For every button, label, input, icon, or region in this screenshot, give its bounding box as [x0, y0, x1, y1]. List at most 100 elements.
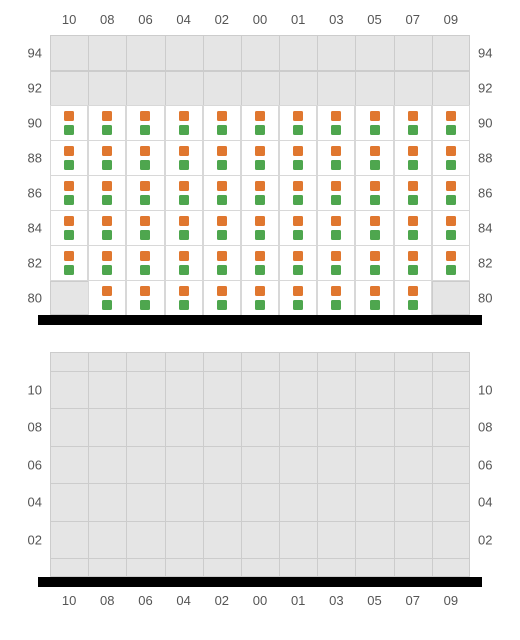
marker-top	[64, 251, 74, 261]
marker-bot	[293, 160, 303, 170]
marker-bot	[179, 300, 189, 310]
y-tick-right: 90	[478, 115, 492, 130]
grid-cell	[203, 245, 241, 281]
marker-top	[102, 111, 112, 121]
marker-bot	[370, 230, 380, 240]
x-tick-top: 10	[62, 12, 76, 27]
marker-top	[255, 286, 265, 296]
marker-bot	[293, 300, 303, 310]
marker-top	[370, 111, 380, 121]
grid-cell	[279, 105, 317, 141]
marker-top	[408, 216, 418, 226]
marker-bot	[370, 265, 380, 275]
marker-top	[408, 146, 418, 156]
marker-bot	[370, 195, 380, 205]
grid-cell	[432, 175, 470, 211]
grid-cell	[279, 245, 317, 281]
marker-bot	[102, 300, 112, 310]
marker-top	[255, 111, 265, 121]
figure: 1008060402000103050709949290888684828094…	[0, 0, 520, 640]
marker-top	[179, 111, 189, 121]
grid-cell	[50, 175, 88, 211]
marker-bot	[140, 230, 150, 240]
y-tick-right: 88	[478, 150, 492, 165]
marker-bot	[140, 160, 150, 170]
x-tick-top: 01	[291, 12, 305, 27]
y-tick-left: 88	[28, 150, 42, 165]
marker-bot	[408, 195, 418, 205]
marker-top	[331, 146, 341, 156]
marker-bot	[255, 265, 265, 275]
marker-top	[446, 216, 456, 226]
grid-cell	[394, 245, 432, 281]
grid-cell	[355, 175, 393, 211]
grid-cell	[355, 280, 393, 316]
grid-cell	[203, 280, 241, 316]
marker-top	[293, 181, 303, 191]
marker-bot	[255, 230, 265, 240]
marker-bot	[408, 265, 418, 275]
marker-bot	[217, 265, 227, 275]
x-tick-bot: 05	[367, 593, 381, 608]
marker-top	[217, 216, 227, 226]
marker-top	[331, 111, 341, 121]
separator-bar	[38, 315, 482, 325]
marker-top	[140, 251, 150, 261]
x-tick-top: 03	[329, 12, 343, 27]
x-tick-top: 07	[405, 12, 419, 27]
marker-top	[179, 216, 189, 226]
marker-bot	[179, 125, 189, 135]
marker-bot	[446, 265, 456, 275]
grid-cell	[317, 105, 355, 141]
grid-cell	[88, 245, 126, 281]
grid-cell	[165, 105, 203, 141]
marker-bot	[331, 125, 341, 135]
grid-cell	[241, 175, 279, 211]
marker-top	[64, 111, 74, 121]
grid-cell	[317, 245, 355, 281]
x-tick-bot: 04	[176, 593, 190, 608]
x-tick-bot: 07	[405, 593, 419, 608]
grid-cell	[394, 280, 432, 316]
grid-cell	[50, 105, 88, 141]
y-tick-left: 02	[28, 532, 42, 547]
grid-cell	[126, 210, 164, 246]
marker-top	[408, 286, 418, 296]
y-tick-right: 86	[478, 185, 492, 200]
marker-top	[408, 111, 418, 121]
marker-top	[293, 251, 303, 261]
marker-bot	[370, 125, 380, 135]
x-tick-top: 02	[215, 12, 229, 27]
grid-cell	[88, 140, 126, 176]
marker-top	[217, 181, 227, 191]
marker-top	[102, 146, 112, 156]
marker-top	[370, 286, 380, 296]
grid-cell	[50, 245, 88, 281]
marker-bot	[217, 230, 227, 240]
grid-cell	[355, 105, 393, 141]
marker-top	[64, 216, 74, 226]
grid-cell	[126, 175, 164, 211]
marker-bot	[408, 160, 418, 170]
marker-bot	[64, 265, 74, 275]
marker-top	[370, 146, 380, 156]
grid-cell	[394, 210, 432, 246]
marker-bot	[370, 300, 380, 310]
grid-cell	[317, 280, 355, 316]
x-tick-bot: 03	[329, 593, 343, 608]
marker-bot	[370, 160, 380, 170]
marker-bot	[446, 160, 456, 170]
marker-top	[179, 251, 189, 261]
marker-bot	[331, 300, 341, 310]
marker-bot	[102, 265, 112, 275]
marker-bot	[293, 195, 303, 205]
x-tick-bot: 02	[215, 593, 229, 608]
y-tick-right: 82	[478, 255, 492, 270]
marker-top	[140, 111, 150, 121]
grid-cell	[203, 210, 241, 246]
marker-bot	[446, 230, 456, 240]
marker-top	[331, 216, 341, 226]
marker-top	[217, 146, 227, 156]
y-tick-right: 84	[478, 220, 492, 235]
y-tick-right: 06	[478, 457, 492, 472]
